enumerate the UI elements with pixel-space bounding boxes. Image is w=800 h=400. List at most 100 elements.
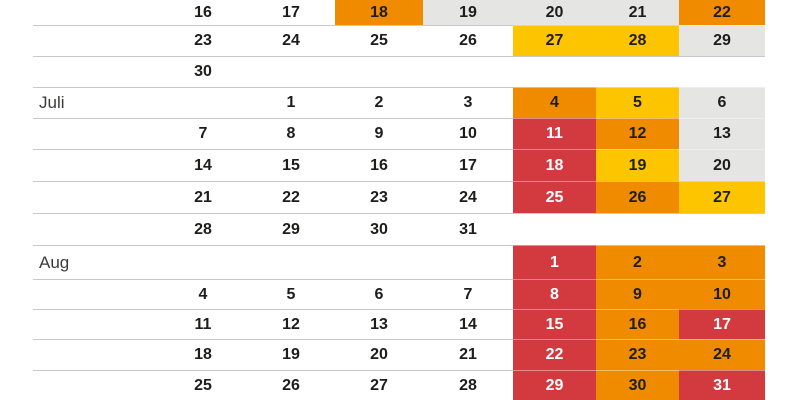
month-label: [33, 370, 159, 400]
calendar-day-cell: 21: [159, 181, 247, 213]
calendar-day-cell: 17: [282, 3, 300, 21]
month-label: [33, 118, 159, 149]
traffic-calendar: 16 17 18 19 20 21 22 23 24 25 26 27 28 29 30 Juli 1 2 3 4 5 6…: [33, 0, 765, 400]
calendar-day-cell: 12: [247, 309, 335, 339]
calendar-week-row: 7 8 9 10 11 12 13: [33, 118, 765, 149]
calendar-day-cell: [159, 245, 247, 279]
calendar-day-cell: 4: [159, 279, 247, 309]
calendar-week-row: 16 17 18 19 20 21 22: [33, 0, 765, 25]
calendar-day-cell: 31: [423, 213, 513, 245]
calendar-day-cell: [423, 56, 513, 87]
calendar-week-row: 14 15 16 17 18 19 20: [33, 149, 765, 181]
calendar-week-row: 21 22 23 24 25 26 27: [33, 181, 765, 213]
month-label: [33, 0, 159, 25]
calendar-day-cell: 19: [596, 149, 679, 181]
calendar-day-cell: 27: [513, 25, 596, 56]
calendar-day-cell: [596, 213, 679, 245]
calendar-week-row: 23 24 25 26 27 28 29: [33, 25, 765, 56]
calendar-day-cell: 17: [423, 149, 513, 181]
calendar-day-cell: 21: [423, 339, 513, 370]
month-label: [33, 213, 159, 245]
calendar-day-cell: 12: [596, 118, 679, 149]
calendar-day-cell: 1: [513, 245, 596, 279]
calendar-week-row: Aug 1 2 3: [33, 245, 765, 279]
calendar-day-cell: [335, 56, 423, 87]
calendar-day-cell: 25: [335, 25, 423, 56]
month-label: [33, 181, 159, 213]
month-label: [33, 339, 159, 370]
calendar-day-cell: [335, 245, 423, 279]
calendar-day-cell: 6: [335, 279, 423, 309]
calendar-day-cell: 29: [513, 370, 596, 400]
calendar-day-cell: 11: [513, 118, 596, 149]
calendar-day-cell: 26: [247, 370, 335, 400]
calendar-day-cell: 23: [159, 25, 247, 56]
calendar-day-cell: 24: [679, 339, 765, 370]
calendar-day-cell: 20: [679, 149, 765, 181]
calendar-day-cell: 8: [513, 279, 596, 309]
calendar-day-cell: 5: [247, 279, 335, 309]
calendar-day-cell: 25: [159, 370, 247, 400]
calendar-week-row: Juli 1 2 3 4 5 6: [33, 87, 765, 118]
calendar-day-cell: 9: [335, 118, 423, 149]
calendar-day-cell: 5: [596, 87, 679, 118]
calendar-day-cell: [423, 245, 513, 279]
calendar-day-cell: [679, 213, 765, 245]
calendar-day-cell: 2: [596, 245, 679, 279]
calendar-day-cell: [513, 213, 596, 245]
calendar-day-cell: 10: [423, 118, 513, 149]
calendar-day-cell: 26: [423, 25, 513, 56]
calendar-day-cell: 22: [679, 0, 765, 25]
calendar-day-cell: [596, 56, 679, 87]
calendar-day-cell: 29: [679, 25, 765, 56]
calendar-day-cell: [513, 56, 596, 87]
calendar-day-cell: 6: [679, 87, 765, 118]
calendar-day-cell: 30: [335, 213, 423, 245]
calendar-day-cell: 17: [679, 309, 765, 339]
calendar-day-cell: 13: [335, 309, 423, 339]
calendar-day-cell: 20: [335, 339, 423, 370]
calendar-day-cell: 7: [423, 279, 513, 309]
calendar-day-cell: 28: [159, 213, 247, 245]
calendar-day-cell: 18: [513, 149, 596, 181]
calendar-day-cell: 2: [335, 87, 423, 118]
calendar-day-cell: 24: [423, 181, 513, 213]
calendar-day-cell: 28: [423, 370, 513, 400]
calendar-day-cell: 23: [335, 181, 423, 213]
calendar-day-cell: 14: [159, 149, 247, 181]
calendar-week-row: 25 26 27 28 29 30 31: [33, 370, 765, 400]
calendar-day-cell: [247, 56, 335, 87]
calendar-day-cell: 20: [513, 0, 596, 25]
calendar-day-cell: 27: [679, 181, 765, 213]
calendar-day-cell: 25: [513, 181, 596, 213]
calendar-day-cell: 16: [194, 3, 212, 21]
month-label: [33, 309, 159, 339]
month-label: [33, 25, 159, 56]
calendar-day-cell: 8: [247, 118, 335, 149]
calendar-day-cell: 24: [247, 25, 335, 56]
calendar-day-cell: 9: [596, 279, 679, 309]
calendar-day-cell: 29: [247, 213, 335, 245]
month-label: Juli: [33, 87, 159, 118]
calendar-day-cell: 15: [247, 149, 335, 181]
calendar-day-cell: 22: [247, 181, 335, 213]
calendar-day-cell: 28: [596, 25, 679, 56]
calendar-day-cell: [159, 87, 247, 118]
calendar-day-cell: 23: [596, 339, 679, 370]
calendar-day-cell: 31: [679, 370, 765, 400]
calendar-day-cell: 19: [423, 0, 513, 25]
calendar-day-cell: 16: [335, 149, 423, 181]
calendar-day-cell: 30: [596, 370, 679, 400]
calendar-day-cell: 27: [335, 370, 423, 400]
month-label: [33, 56, 159, 87]
month-label: [33, 149, 159, 181]
calendar-day-cell: 3: [423, 87, 513, 118]
calendar-week-row: 28 29 30 31: [33, 213, 765, 245]
calendar-day-cell: 13: [679, 118, 765, 149]
calendar-day-cell: 11: [159, 309, 247, 339]
calendar-day-cell: 16: [596, 309, 679, 339]
calendar-day-cell: 14: [423, 309, 513, 339]
calendar-day-cell: 4: [513, 87, 596, 118]
calendar-day-cell: 21: [596, 0, 679, 25]
